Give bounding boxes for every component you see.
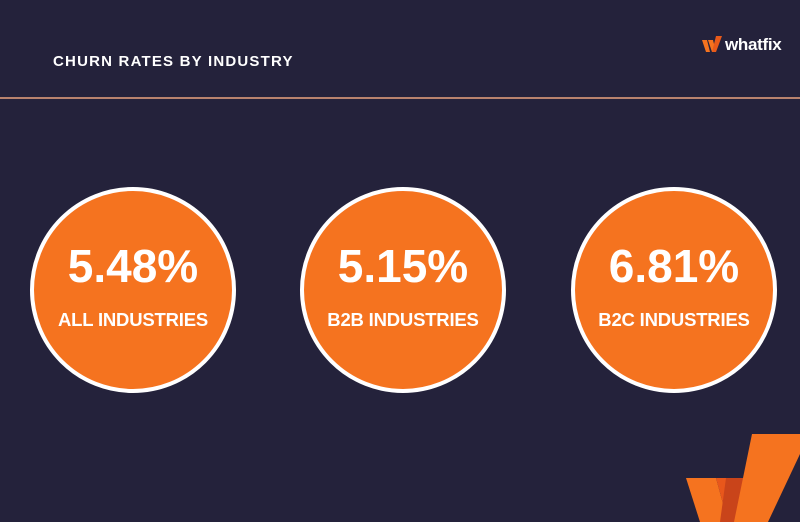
stat-circle-b2b-industries: 5.15% B2B INDUSTRIES xyxy=(300,187,506,393)
stat-label: B2B INDUSTRIES xyxy=(327,309,479,330)
page-title: CHURN RATES BY INDUSTRY xyxy=(53,53,294,70)
stat-label: B2C INDUSTRIES xyxy=(598,309,750,330)
stat-circle-all-industries: 5.48% ALL INDUSTRIES xyxy=(30,187,236,393)
whatfix-logo-icon xyxy=(702,36,722,52)
stat-value: 5.15% xyxy=(337,240,469,292)
stat-label: ALL INDUSTRIES xyxy=(57,309,208,330)
whatfix-corner-logo-icon xyxy=(686,434,800,522)
stat-value: 6.81% xyxy=(608,240,740,292)
stat-value: 5.48% xyxy=(67,240,199,292)
header-divider xyxy=(0,97,800,99)
stat-circle-b2c-industries: 6.81% B2C INDUSTRIES xyxy=(571,187,777,393)
whatfix-logo: whatfix xyxy=(702,34,782,56)
logo-text: whatfix xyxy=(725,35,782,54)
